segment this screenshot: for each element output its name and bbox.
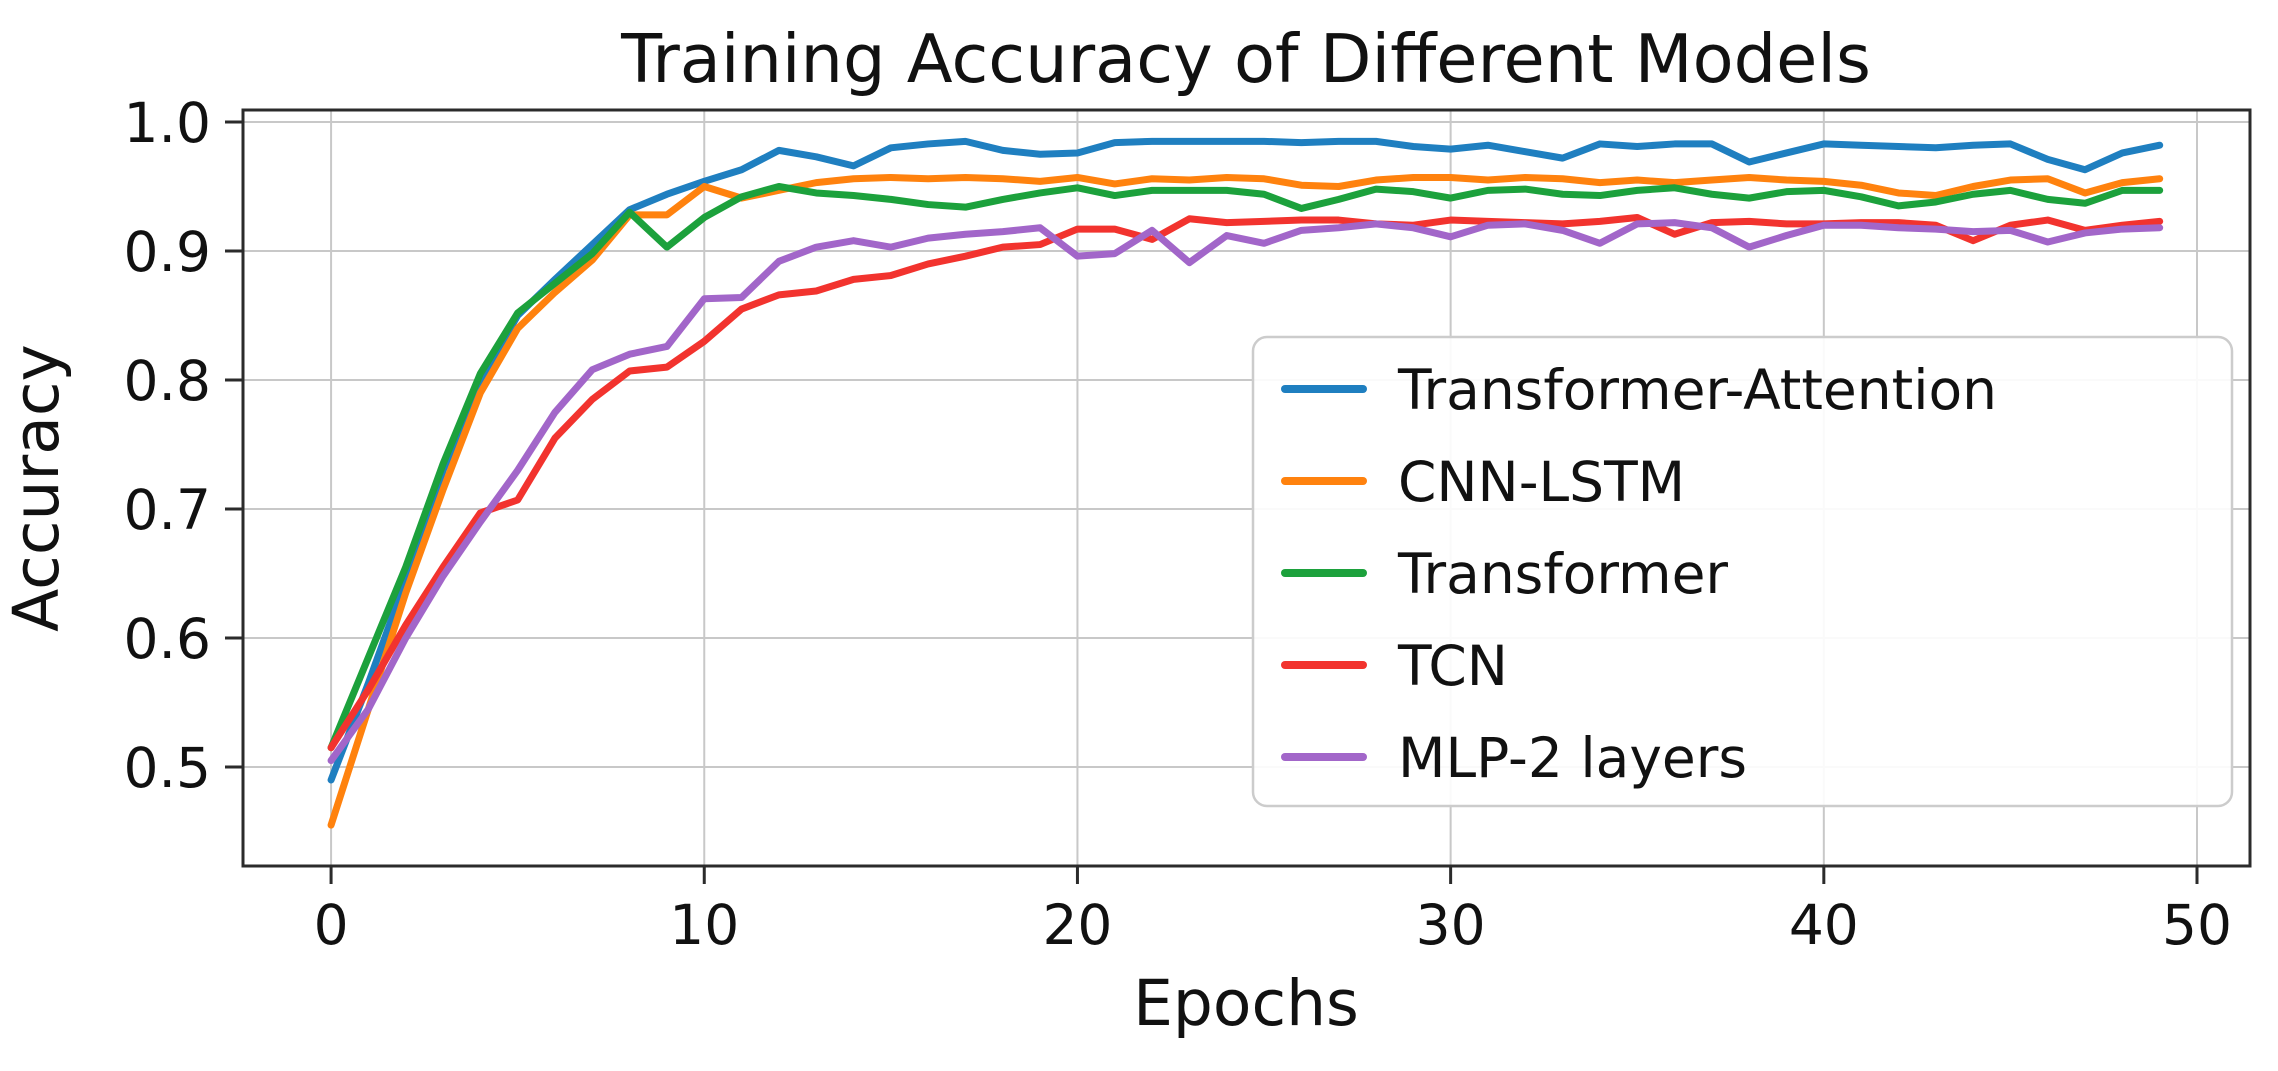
y-tick-label: 1.0: [124, 91, 211, 155]
legend-item-transformer: Transformer: [1281, 542, 1728, 606]
legend-box: [1251, 335, 2234, 808]
x-tick-label: 40: [1789, 893, 1859, 957]
legend-item-cnn-lstm: CNN-LSTM: [1281, 450, 1685, 514]
y-axis-label: Accuracy: [0, 344, 73, 632]
series-line-transformer-attention: [327, 137, 2164, 784]
legend-item-mlp-2-layers: MLP-2 layers: [1281, 726, 1747, 790]
legend-item-tcn: TCN: [1281, 634, 1508, 698]
x-tick-label: 20: [1042, 893, 1112, 957]
y-tick-label: 0.6: [124, 607, 211, 671]
plot-frame: [241, 108, 2252, 868]
legend: Transformer-Attention CNN-LSTM Transformer…: [1251, 335, 2234, 808]
legend-label: TCN: [1397, 634, 1508, 698]
y-tick-label: 0.5: [124, 736, 211, 800]
series-line-mlp-2-layers: [327, 219, 2164, 765]
chart-title: Training Accuracy of Different Models: [620, 20, 1871, 98]
x-tick-label: 10: [669, 893, 739, 957]
series-line-transformer: [327, 183, 2164, 752]
x-tick-label: 30: [1416, 893, 1486, 957]
y-tick-label: 0.8: [124, 349, 211, 413]
y-tick-label: 0.7: [124, 478, 211, 542]
legend-item-transformer-attention: Transformer-Attention: [1281, 358, 1997, 422]
x-tick-label: 50: [2162, 893, 2232, 957]
x-axis-label: Epochs: [1133, 967, 1359, 1040]
legend-label: Transformer-Attention: [1397, 358, 1997, 422]
axis-ticks: 0 10 20 30 40 50 0.5 0.6 0.7 0.8 0.9 1.0: [124, 91, 2232, 957]
legend-label: MLP-2 layers: [1398, 726, 1747, 790]
legend-label: Transformer: [1397, 542, 1728, 606]
legend-label: CNN-LSTM: [1398, 450, 1685, 514]
x-tick-label: 0: [314, 893, 349, 957]
series-lines: [327, 137, 2164, 829]
y-tick-label: 0.9: [124, 220, 211, 284]
